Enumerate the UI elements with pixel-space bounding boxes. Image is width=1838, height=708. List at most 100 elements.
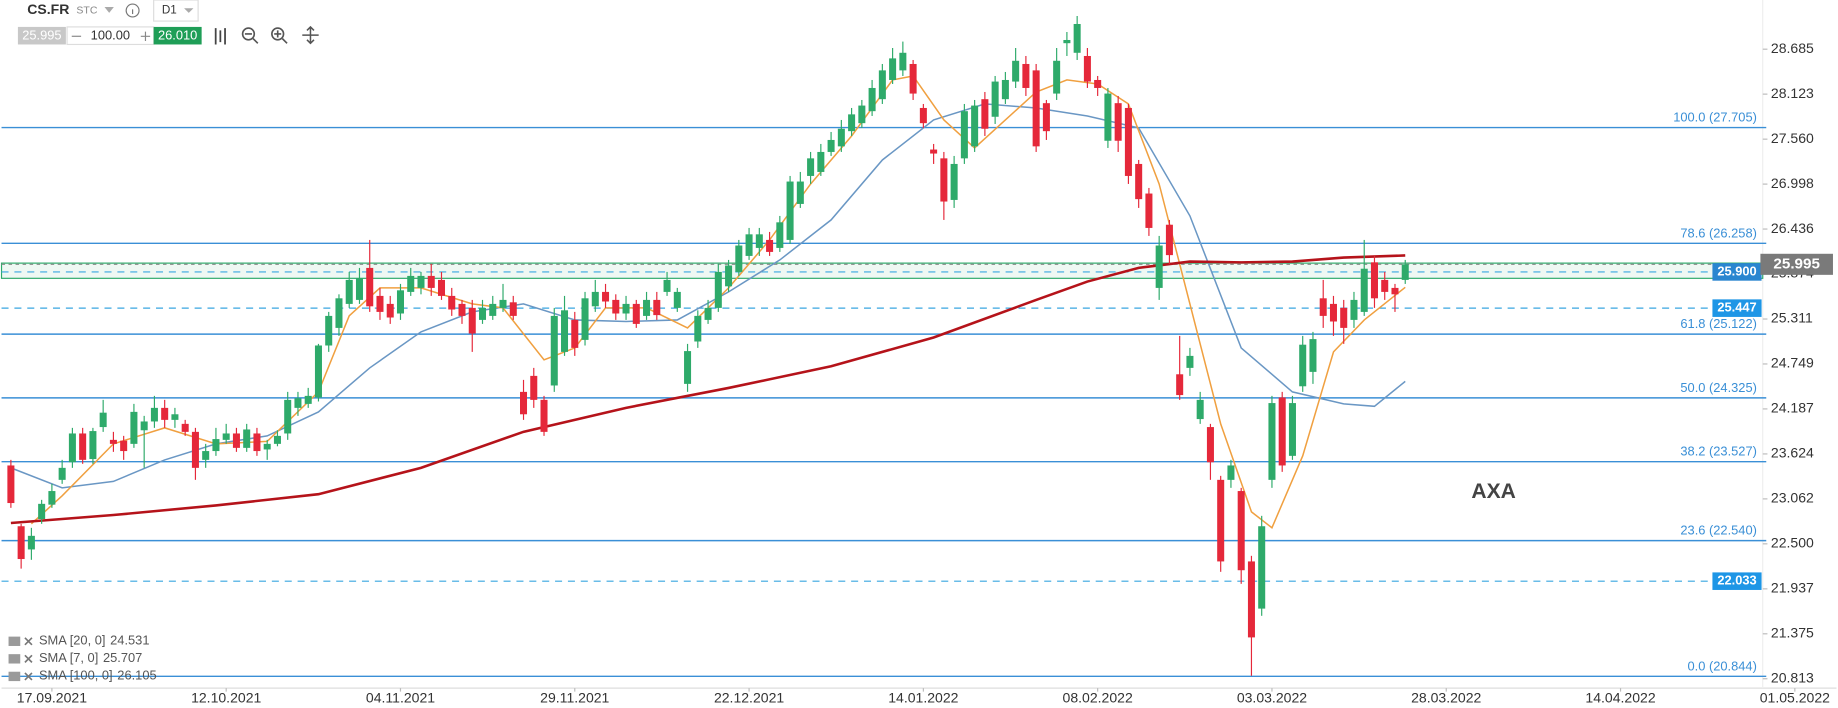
candle-body: [1063, 39, 1071, 44]
candle-body: [837, 128, 845, 147]
candle-body: [417, 275, 425, 288]
y-tick-label: 24.749: [1771, 355, 1814, 371]
y-tick-label: 21.937: [1771, 580, 1814, 596]
pan-icon[interactable]: [302, 25, 319, 45]
candle-body: [643, 299, 651, 316]
minus-icon[interactable]: [71, 35, 82, 37]
candle-body: [27, 535, 35, 550]
candle-body: [868, 87, 876, 112]
zoom-out-glyph: [244, 33, 259, 44]
legend-value: 25.707: [103, 650, 142, 665]
zoom-in-glyph: [274, 30, 288, 44]
candle-body: [212, 439, 220, 452]
candle-body: [858, 105, 866, 124]
volume: 100.00: [91, 28, 130, 43]
chart-type-icon[interactable]: [214, 28, 226, 45]
candle-body: [191, 431, 199, 468]
candle-body: [1309, 339, 1317, 372]
candle-body: [68, 433, 76, 463]
candle-body: [161, 407, 169, 420]
candle-body: [807, 158, 815, 176]
dropdown-caret[interactable]: [184, 8, 194, 13]
price-box-label: 25.900: [1717, 263, 1756, 278]
plus-icon[interactable]: [140, 31, 151, 41]
candle-body: [171, 414, 179, 420]
legend-close: [24, 637, 33, 646]
legend-name: SMA [100, 0]: [39, 668, 113, 683]
candle-body: [766, 239, 774, 252]
candle-body: [786, 181, 794, 240]
candle-body: [1012, 60, 1020, 82]
info-icon[interactable]: [125, 3, 140, 18]
candle-body: [355, 278, 363, 300]
candle-body: [540, 399, 548, 432]
legend-close: [24, 654, 33, 663]
candle-body: [1176, 374, 1184, 396]
candle-body: [704, 307, 712, 320]
y-tick-label: 21.375: [1771, 625, 1814, 641]
candle-body: [1299, 344, 1307, 387]
x-tick-label: 28.03.2022: [1411, 689, 1481, 705]
candle-body: [17, 526, 25, 560]
symbol[interactable]: CS.FR: [27, 1, 69, 17]
candle-body: [1114, 103, 1122, 141]
candle-body: [714, 271, 722, 308]
candle-body: [550, 315, 558, 386]
fib-label: 38.2 (23.527): [1680, 444, 1756, 459]
bid-box[interactable]: [17, 26, 66, 45]
y-tick-label: 20.813: [1771, 669, 1814, 685]
candle-body: [745, 234, 753, 256]
candle-body: [130, 411, 138, 444]
candle-body: [99, 412, 107, 428]
candle-body: [663, 279, 671, 292]
legend-name: SMA [7, 0]: [39, 650, 98, 665]
ask-box[interactable]: [153, 26, 202, 45]
candle-body: [817, 151, 825, 172]
candle-body: [222, 433, 230, 440]
candle-body: [1196, 399, 1204, 420]
candle-body: [509, 302, 517, 316]
candle-body: [1124, 107, 1132, 176]
candle-body: [304, 395, 312, 404]
x-tick-label: 08.02.2022: [1063, 689, 1133, 705]
y-tick-label: 28.685: [1771, 40, 1814, 56]
interval-box[interactable]: [153, 0, 199, 22]
candle-body: [1278, 397, 1286, 466]
candle-body: [294, 398, 302, 408]
legend-icon: [8, 671, 21, 682]
candle-body: [181, 423, 189, 432]
candle-body: [602, 291, 610, 302]
zoom-in-icon[interactable]: [271, 27, 285, 41]
candle-body: [140, 421, 148, 431]
dropdown-caret[interactable]: [104, 7, 114, 13]
candle-body: [694, 315, 702, 342]
candle-body: [940, 158, 948, 202]
candle-body: [38, 503, 46, 520]
bid: 25.995: [22, 28, 61, 43]
legend-value: 26.105: [117, 668, 156, 683]
candle-body: [1247, 561, 1255, 638]
candle-body: [889, 58, 897, 80]
candle-body: [202, 451, 210, 460]
x-tick-label: 12.10.2021: [191, 689, 261, 705]
candle-body: [376, 295, 384, 312]
zoom-out-icon[interactable]: [241, 27, 256, 41]
market: STC: [76, 4, 97, 16]
candle-body: [1258, 526, 1266, 609]
candle-body: [735, 245, 743, 272]
candle-body: [827, 139, 835, 152]
x-tick-label: 14.01.2022: [888, 689, 958, 705]
candle-body: [437, 279, 446, 296]
y-tick-label: 23.624: [1771, 445, 1814, 461]
candle-body: [530, 375, 538, 400]
fib-label: 61.8 (25.122): [1680, 316, 1756, 331]
candle-body: [253, 433, 261, 452]
x-tick-label: 22.12.2021: [714, 689, 784, 705]
y-tick-label: 23.062: [1771, 490, 1814, 506]
ask: 26.010: [158, 28, 197, 43]
candle-body: [1186, 355, 1194, 368]
candle-body: [335, 298, 343, 328]
candle-body: [1104, 93, 1112, 141]
